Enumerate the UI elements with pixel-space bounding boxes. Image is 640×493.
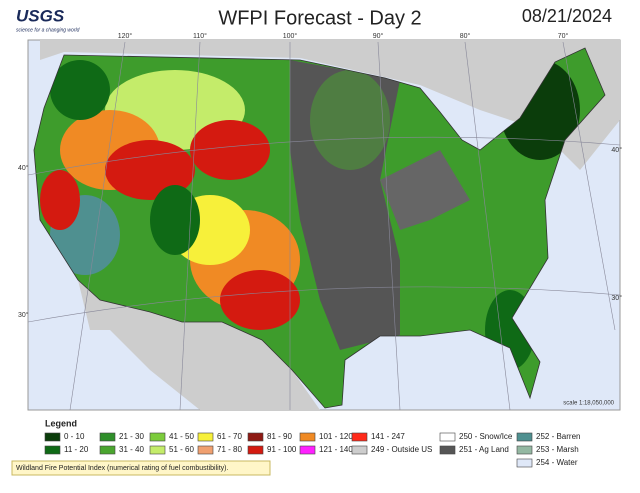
legend-swatch <box>439 432 456 442</box>
legend-swatch <box>99 445 116 455</box>
canada <box>40 40 620 170</box>
legend-label: 254 - Water <box>536 458 578 467</box>
legend-swatch <box>351 445 368 455</box>
legend-swatch <box>516 432 533 442</box>
legend-swatch <box>439 445 456 455</box>
latitude-label: 30° <box>18 311 29 319</box>
longitude-label: 90° <box>373 32 384 40</box>
legend-label: 31 - 40 <box>119 445 144 454</box>
latitude-label: 40° <box>18 164 29 172</box>
legend-swatch <box>351 432 368 442</box>
date: 08/21/2024 <box>522 6 612 26</box>
latitude-label: 30° <box>611 294 622 302</box>
legend-swatch <box>149 432 166 442</box>
longitude-label: 110° <box>193 32 207 40</box>
note-box <box>11 460 271 476</box>
legend-label: 141 - 247 <box>371 432 405 441</box>
legend-swatch <box>197 445 214 455</box>
legend-swatch <box>299 445 316 455</box>
legend-title: Legend <box>45 418 77 428</box>
legend-swatch <box>149 445 166 455</box>
us-border <box>33 47 606 409</box>
longitude-label: 80° <box>460 32 471 40</box>
legend-swatch <box>197 432 214 442</box>
latitude-labels: 40° 30° 40° 30° <box>18 146 622 319</box>
mexico <box>78 280 320 410</box>
legend-label: 121 - 140 <box>319 445 353 454</box>
graticule <box>27 41 621 411</box>
legend-label: 81 - 90 <box>267 432 292 441</box>
longitude-label: 120° <box>118 32 133 40</box>
latitude-label: 40° <box>611 146 622 154</box>
longitude-label: 70° <box>558 32 569 40</box>
legend-swatch <box>247 445 264 455</box>
legend-label: 250 - Snow/Ice <box>459 432 513 441</box>
legend-label: 251 - Ag Land <box>459 445 509 454</box>
legend-label: 11 - 20 <box>64 445 89 454</box>
legend-swatch <box>99 432 116 442</box>
legend-swatch <box>516 458 533 468</box>
legend-swatch <box>44 432 61 442</box>
legend-swatch <box>247 432 264 442</box>
legend-label: 253 - Marsh <box>536 445 579 454</box>
logo-text: USGS <box>16 6 65 25</box>
legend-swatch <box>44 445 61 455</box>
legend-label: 252 - Barren <box>536 432 580 441</box>
legend-label: 249 - Outside US <box>371 445 432 454</box>
note: Wildland Fire Potential Index (numerical… <box>16 465 228 472</box>
legend: 0 - 10 11 - 20 21 - 30 31 - 40 41 - 50 51 - 6… <box>44 432 580 468</box>
logo: USGS science for a changing world <box>16 6 80 33</box>
longitude-labels: 120° 110° 100° 90° 80° 70° <box>118 32 569 40</box>
legend-label: 71 - 80 <box>217 445 242 454</box>
legend-label: 91 - 100 <box>267 445 297 454</box>
longitude-label: 100° <box>283 32 298 40</box>
legend-label: 0 - 10 <box>64 432 85 441</box>
title: WFPI Forecast - Day 2 <box>218 7 421 29</box>
legend-label: 41 - 50 <box>169 432 194 441</box>
legend-label: 101 - 120 <box>319 432 353 441</box>
map: 120° 110° 100° 90° 80° 70° 40° 30° 40° 30° scale… <box>18 32 622 411</box>
legend-swatch <box>516 445 533 455</box>
legend-swatch <box>299 432 316 442</box>
legend-label: 61 - 70 <box>217 432 242 441</box>
legend-label: 51 - 60 <box>169 445 194 454</box>
scale: scale 1:18,050,000 <box>563 401 614 407</box>
legend-label: 21 - 30 <box>119 432 144 441</box>
tagline: science for a changing world <box>16 27 80 33</box>
